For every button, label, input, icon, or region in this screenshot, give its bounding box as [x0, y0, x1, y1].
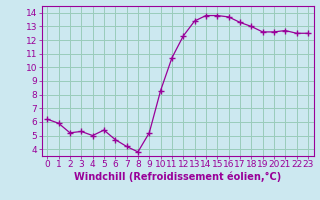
X-axis label: Windchill (Refroidissement éolien,°C): Windchill (Refroidissement éolien,°C) [74, 172, 281, 182]
